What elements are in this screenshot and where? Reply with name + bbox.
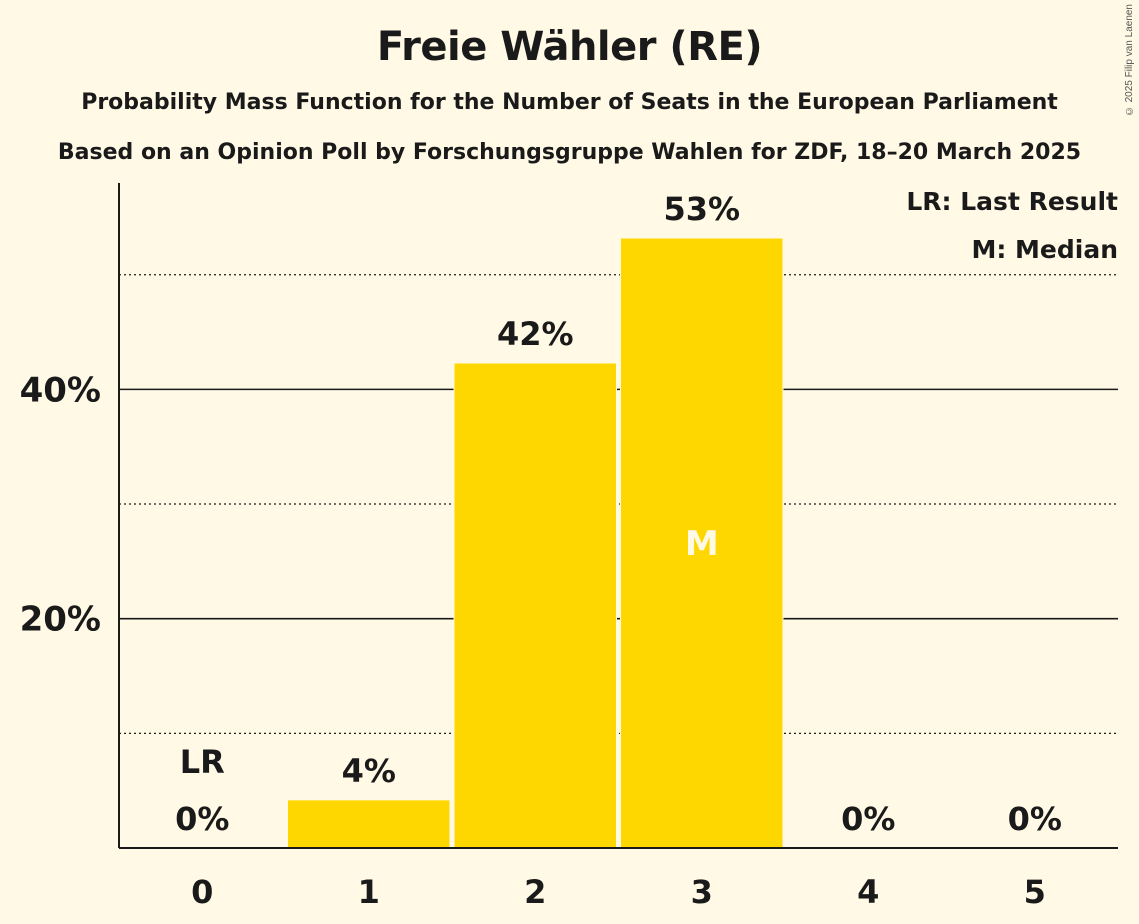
bar-value-label: 0% [841, 800, 895, 838]
bar-value-label: 0% [175, 800, 229, 838]
x-tick-label: 5 [1024, 873, 1046, 911]
bar-value-label: 53% [663, 190, 740, 228]
bar [620, 237, 784, 849]
bar [453, 362, 617, 849]
y-tick-label: 20% [20, 600, 101, 640]
median-label: M [685, 524, 719, 564]
chart-source-subtitle: Based on an Opinion Poll by Forschungsgr… [57, 140, 1082, 165]
x-tick-label: 4 [857, 873, 879, 911]
bar [287, 799, 451, 849]
chart-subtitle: Probability Mass Function for the Number… [81, 90, 1058, 115]
chart-title: Freie Wähler (RE) [376, 24, 763, 70]
bar-value-label: 42% [497, 315, 574, 353]
x-tick-label: 2 [524, 873, 546, 911]
x-tick-label: 1 [358, 873, 380, 911]
last-result-label: LR [180, 743, 225, 781]
y-tick-label: 40% [20, 370, 101, 410]
bar-value-label: 4% [342, 752, 396, 790]
x-tick-label: 0 [191, 873, 213, 911]
x-tick-label: 3 [691, 873, 713, 911]
legend-entry: LR: Last Result [906, 187, 1118, 216]
bar-value-label: 0% [1008, 800, 1062, 838]
legend-entry: M: Median [971, 235, 1118, 264]
